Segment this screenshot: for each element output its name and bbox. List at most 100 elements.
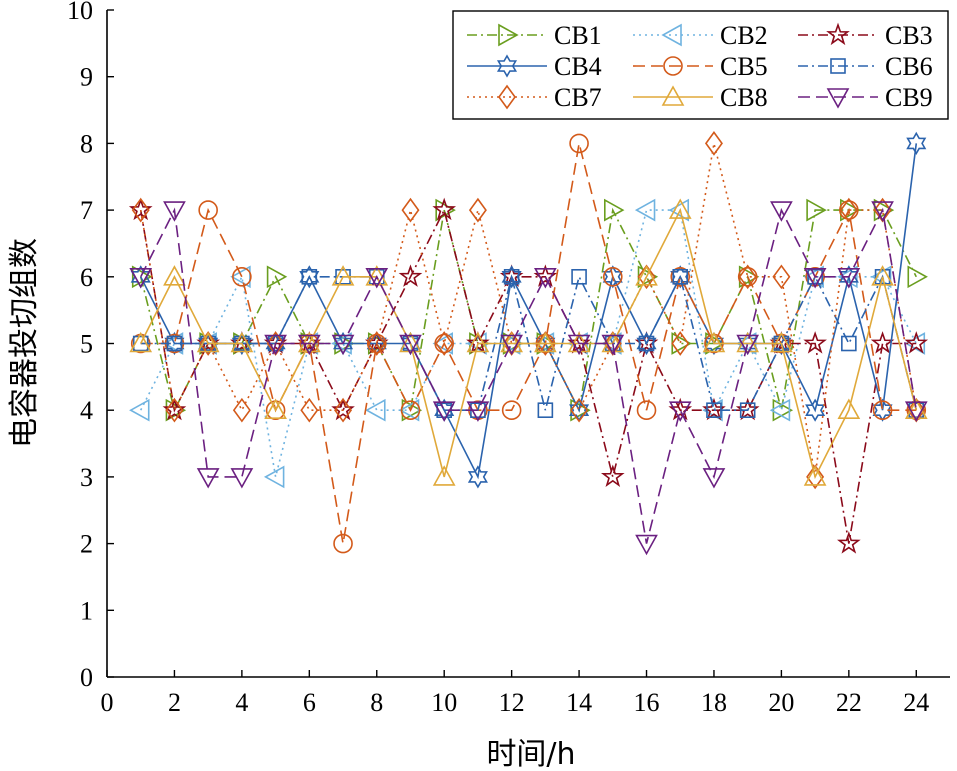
data-point	[636, 331, 657, 356]
data-point	[399, 331, 422, 353]
data-point	[333, 533, 353, 554]
data-point	[771, 331, 792, 356]
legend-entry-cb1: CB1	[467, 21, 602, 50]
legend-marker	[830, 58, 846, 74]
legend-entry-cb4: CB4	[467, 52, 602, 81]
data-point	[164, 331, 185, 356]
data-point	[906, 131, 927, 155]
data-point	[432, 465, 456, 486]
data-point	[267, 335, 284, 352]
x-tick-label: 0	[101, 688, 114, 717]
data-point	[297, 334, 321, 356]
y-tick-label: 4	[80, 396, 93, 425]
legend-label: CB4	[554, 52, 602, 81]
y-tick-label: 5	[80, 330, 93, 359]
y-tick-label: 1	[80, 596, 93, 625]
data-point	[131, 197, 150, 223]
data-point	[904, 398, 928, 420]
data-point	[432, 197, 457, 221]
data-point	[367, 331, 386, 356]
data-point	[702, 331, 726, 353]
y-tick-label: 8	[80, 129, 93, 158]
data-point	[232, 266, 252, 287]
data-point	[435, 331, 454, 356]
series-cb8	[129, 198, 928, 486]
data-point	[601, 331, 625, 353]
data-point	[466, 401, 490, 422]
data-point	[231, 331, 252, 356]
data-point	[567, 334, 591, 356]
series-line-cb9	[140, 207, 918, 544]
data-point	[770, 201, 793, 222]
data-point	[198, 200, 218, 220]
legend-label: CB5	[720, 52, 768, 81]
y-tick-label: 3	[80, 463, 93, 492]
data-point	[501, 400, 522, 421]
data-point	[432, 401, 456, 422]
data-point	[199, 331, 218, 356]
legend-marker	[496, 54, 518, 78]
legend-marker	[661, 85, 685, 106]
legend: CB1 CB2 CB3 CB4 CB5 CB6 CB7 CB8 CB9	[452, 10, 949, 120]
data-point	[266, 265, 288, 289]
data-point	[736, 331, 760, 353]
data-point	[534, 331, 557, 353]
plot-area	[128, 131, 929, 556]
data-point	[263, 465, 285, 489]
x-tick-label: 16	[634, 688, 660, 717]
data-point	[163, 265, 186, 286]
data-point	[635, 534, 658, 556]
data-point	[671, 331, 690, 356]
data-point	[772, 398, 794, 422]
data-point	[334, 332, 355, 355]
data-point	[399, 334, 422, 356]
legend-marker	[826, 22, 850, 46]
data-point	[468, 197, 487, 223]
data-point	[803, 331, 827, 354]
legend-marker	[663, 56, 683, 76]
legend-marker	[498, 23, 519, 47]
data-point	[232, 397, 251, 423]
data-point	[401, 398, 423, 422]
series-line-cb4	[140, 143, 918, 480]
data-point	[536, 331, 555, 356]
data-point	[706, 402, 722, 419]
data-point	[634, 198, 656, 222]
data-point	[837, 398, 861, 420]
x-tick-label: 18	[701, 688, 727, 717]
data-point	[128, 197, 153, 221]
data-point	[872, 400, 893, 421]
data-point	[166, 335, 183, 352]
data-point	[806, 464, 825, 490]
data-point	[230, 265, 251, 289]
x-axis-title: 时间/h	[486, 737, 575, 771]
data-point	[230, 331, 254, 353]
legend-label: CB3	[885, 21, 933, 50]
legend-box	[452, 10, 949, 120]
data-point	[331, 397, 355, 421]
data-point	[636, 400, 657, 421]
y-tick-label: 9	[80, 63, 93, 92]
data-point	[398, 398, 420, 422]
legend-label: CB1	[554, 21, 602, 50]
y-tick-label: 6	[80, 263, 93, 292]
data-point	[366, 333, 387, 354]
data-point	[839, 197, 858, 223]
data-point	[196, 331, 220, 353]
data-point	[772, 264, 791, 290]
y-axis-title: 电容器投切组数	[7, 238, 42, 448]
data-point	[837, 531, 861, 554]
data-point	[803, 465, 827, 486]
data-point	[165, 397, 184, 423]
legend-entry-cb3: CB3	[798, 21, 933, 50]
data-point	[870, 331, 895, 354]
data-point	[331, 334, 355, 356]
x-tick-label: 14	[566, 688, 592, 717]
data-point	[163, 201, 186, 222]
data-point	[264, 334, 287, 356]
x-tick-label: 10	[431, 688, 457, 717]
data-point	[503, 268, 520, 285]
data-point	[602, 266, 623, 287]
legend-entry-cb7: CB7	[467, 83, 602, 112]
x-tick-label: 6	[303, 688, 316, 717]
